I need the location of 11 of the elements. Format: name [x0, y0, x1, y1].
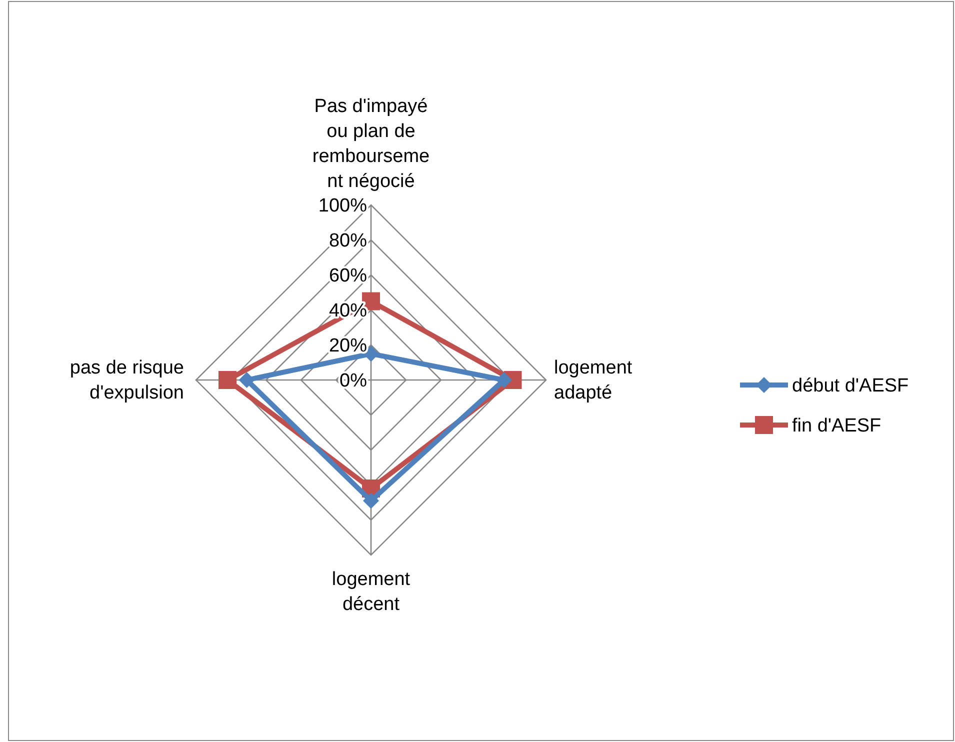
y-tick-label: 60% [328, 266, 368, 287]
spoke-label: logement décent [332, 569, 411, 615]
legend-label: fin d'AESF [792, 416, 882, 437]
y-tick-label: 80% [328, 230, 368, 252]
y-tick-label: 0% [340, 370, 368, 392]
y-tick-label: 100% [318, 196, 368, 217]
legend-label: début d'AESF [792, 376, 909, 397]
spoke-label: Pas d'impayé ou plan de rembourseme nt négocié [312, 96, 430, 192]
spoke-label: logement adapté [554, 358, 633, 404]
y-tick-label: 20% [328, 336, 368, 357]
spoke-label: pas de risque d'expulsion [70, 358, 184, 404]
